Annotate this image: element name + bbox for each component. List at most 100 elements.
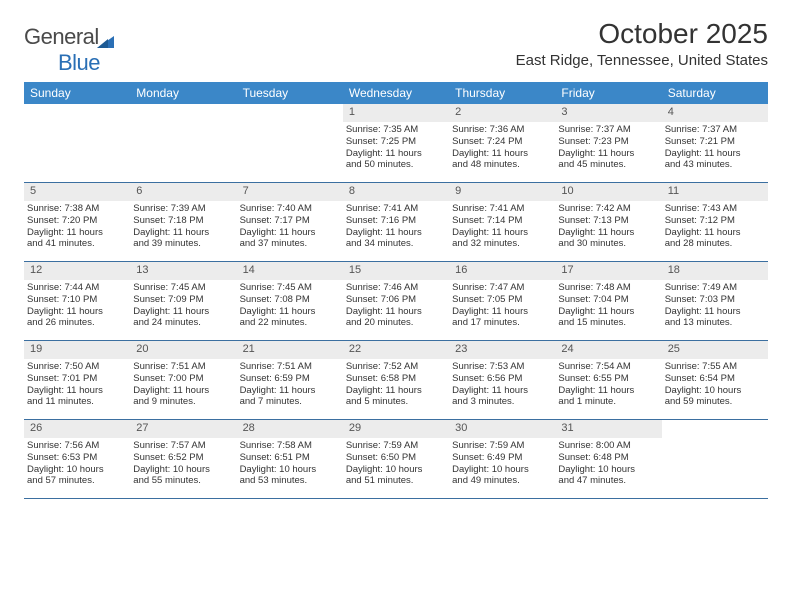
daylight-text: and 57 minutes. (27, 475, 127, 487)
daylight-text: and 49 minutes. (452, 475, 552, 487)
calendar-day-cell: 2Sunrise: 7:36 AMSunset: 7:24 PMDaylight… (449, 104, 555, 182)
day-number: 18 (662, 262, 768, 280)
day-number: 24 (555, 341, 661, 359)
daylight-text: and 55 minutes. (133, 475, 233, 487)
sunrise-text: Sunrise: 7:44 AM (27, 282, 127, 294)
daylight-text: Daylight: 11 hours (558, 227, 658, 239)
day-number: 29 (343, 420, 449, 438)
weekday-header: Wednesday (343, 82, 449, 104)
weekday-header: Sunday (24, 82, 130, 104)
day-number: 13 (130, 262, 236, 280)
day-number: 7 (237, 183, 343, 201)
day-number: 22 (343, 341, 449, 359)
calendar-day-cell: 28Sunrise: 7:58 AMSunset: 6:51 PMDayligh… (237, 420, 343, 498)
daylight-text: Daylight: 11 hours (452, 148, 552, 160)
sunset-text: Sunset: 6:50 PM (346, 452, 446, 464)
daylight-text: and 43 minutes. (665, 159, 765, 171)
calendar-day-cell: 24Sunrise: 7:54 AMSunset: 6:55 PMDayligh… (555, 341, 661, 419)
sunset-text: Sunset: 7:03 PM (665, 294, 765, 306)
day-number: 14 (237, 262, 343, 280)
daylight-text: and 7 minutes. (240, 396, 340, 408)
daylight-text: Daylight: 10 hours (452, 464, 552, 476)
daylight-text: Daylight: 11 hours (452, 227, 552, 239)
calendar-day-cell: 5Sunrise: 7:38 AMSunset: 7:20 PMDaylight… (24, 183, 130, 261)
daylight-text: and 53 minutes. (240, 475, 340, 487)
calendar-day-cell (237, 104, 343, 182)
calendar-day-cell: 17Sunrise: 7:48 AMSunset: 7:04 PMDayligh… (555, 262, 661, 340)
day-number: 31 (555, 420, 661, 438)
sunset-text: Sunset: 6:54 PM (665, 373, 765, 385)
sunrise-text: Sunrise: 7:48 AM (558, 282, 658, 294)
sunrise-text: Sunrise: 7:58 AM (240, 440, 340, 452)
sunrise-text: Sunrise: 7:43 AM (665, 203, 765, 215)
title-block: October 2025 East Ridge, Tennessee, Unit… (516, 18, 768, 69)
sunrise-text: Sunrise: 7:39 AM (133, 203, 233, 215)
sunset-text: Sunset: 7:05 PM (452, 294, 552, 306)
sunset-text: Sunset: 7:04 PM (558, 294, 658, 306)
daylight-text: Daylight: 11 hours (240, 227, 340, 239)
calendar-day-cell: 20Sunrise: 7:51 AMSunset: 7:00 PMDayligh… (130, 341, 236, 419)
daylight-text: and 5 minutes. (346, 396, 446, 408)
logo-text: GeneralBlue (24, 24, 115, 76)
logo: GeneralBlue (24, 18, 115, 76)
daylight-text: Daylight: 11 hours (558, 385, 658, 397)
sunrise-text: Sunrise: 8:00 AM (558, 440, 658, 452)
daylight-text: and 37 minutes. (240, 238, 340, 250)
header: GeneralBlue October 2025 East Ridge, Ten… (24, 18, 768, 76)
page-title: October 2025 (516, 18, 768, 50)
calendar-day-cell: 23Sunrise: 7:53 AMSunset: 6:56 PMDayligh… (449, 341, 555, 419)
sunrise-text: Sunrise: 7:47 AM (452, 282, 552, 294)
calendar-day-cell: 26Sunrise: 7:56 AMSunset: 6:53 PMDayligh… (24, 420, 130, 498)
sunrise-text: Sunrise: 7:37 AM (665, 124, 765, 136)
day-number: 16 (449, 262, 555, 280)
weekday-header-row: SundayMondayTuesdayWednesdayThursdayFrid… (24, 82, 768, 104)
sunset-text: Sunset: 7:21 PM (665, 136, 765, 148)
sunrise-text: Sunrise: 7:36 AM (452, 124, 552, 136)
sunset-text: Sunset: 7:20 PM (27, 215, 127, 227)
sunset-text: Sunset: 7:17 PM (240, 215, 340, 227)
daylight-text: and 22 minutes. (240, 317, 340, 329)
day-number: 6 (130, 183, 236, 201)
day-number: 3 (555, 104, 661, 122)
daylight-text: and 20 minutes. (346, 317, 446, 329)
sail-icon (97, 28, 115, 42)
sunrise-text: Sunrise: 7:51 AM (240, 361, 340, 373)
sunset-text: Sunset: 7:10 PM (27, 294, 127, 306)
calendar-day-cell (130, 104, 236, 182)
daylight-text: Daylight: 11 hours (452, 306, 552, 318)
day-number: 17 (555, 262, 661, 280)
daylight-text: Daylight: 10 hours (558, 464, 658, 476)
daylight-text: and 28 minutes. (665, 238, 765, 250)
page: GeneralBlue October 2025 East Ridge, Ten… (0, 0, 792, 499)
daylight-text: Daylight: 10 hours (27, 464, 127, 476)
calendar-day-cell: 10Sunrise: 7:42 AMSunset: 7:13 PMDayligh… (555, 183, 661, 261)
day-number: 4 (662, 104, 768, 122)
day-number: 27 (130, 420, 236, 438)
calendar-day-cell: 18Sunrise: 7:49 AMSunset: 7:03 PMDayligh… (662, 262, 768, 340)
sunset-text: Sunset: 7:14 PM (452, 215, 552, 227)
daylight-text: Daylight: 11 hours (240, 385, 340, 397)
daylight-text: and 39 minutes. (133, 238, 233, 250)
sunrise-text: Sunrise: 7:59 AM (346, 440, 446, 452)
daylight-text: Daylight: 11 hours (665, 227, 765, 239)
sunset-text: Sunset: 7:16 PM (346, 215, 446, 227)
sunset-text: Sunset: 7:18 PM (133, 215, 233, 227)
sunrise-text: Sunrise: 7:54 AM (558, 361, 658, 373)
daylight-text: Daylight: 10 hours (240, 464, 340, 476)
calendar-week-row: 5Sunrise: 7:38 AMSunset: 7:20 PMDaylight… (24, 183, 768, 262)
daylight-text: and 3 minutes. (452, 396, 552, 408)
calendar-day-cell: 8Sunrise: 7:41 AMSunset: 7:16 PMDaylight… (343, 183, 449, 261)
calendar-day-cell: 9Sunrise: 7:41 AMSunset: 7:14 PMDaylight… (449, 183, 555, 261)
daylight-text: and 41 minutes. (27, 238, 127, 250)
sunrise-text: Sunrise: 7:53 AM (452, 361, 552, 373)
sunset-text: Sunset: 7:01 PM (27, 373, 127, 385)
calendar: SundayMondayTuesdayWednesdayThursdayFrid… (24, 82, 768, 499)
calendar-day-cell: 11Sunrise: 7:43 AMSunset: 7:12 PMDayligh… (662, 183, 768, 261)
sunset-text: Sunset: 6:58 PM (346, 373, 446, 385)
sunset-text: Sunset: 6:59 PM (240, 373, 340, 385)
daylight-text: Daylight: 11 hours (27, 306, 127, 318)
sunrise-text: Sunrise: 7:50 AM (27, 361, 127, 373)
sunrise-text: Sunrise: 7:41 AM (452, 203, 552, 215)
sunrise-text: Sunrise: 7:49 AM (665, 282, 765, 294)
daylight-text: and 30 minutes. (558, 238, 658, 250)
